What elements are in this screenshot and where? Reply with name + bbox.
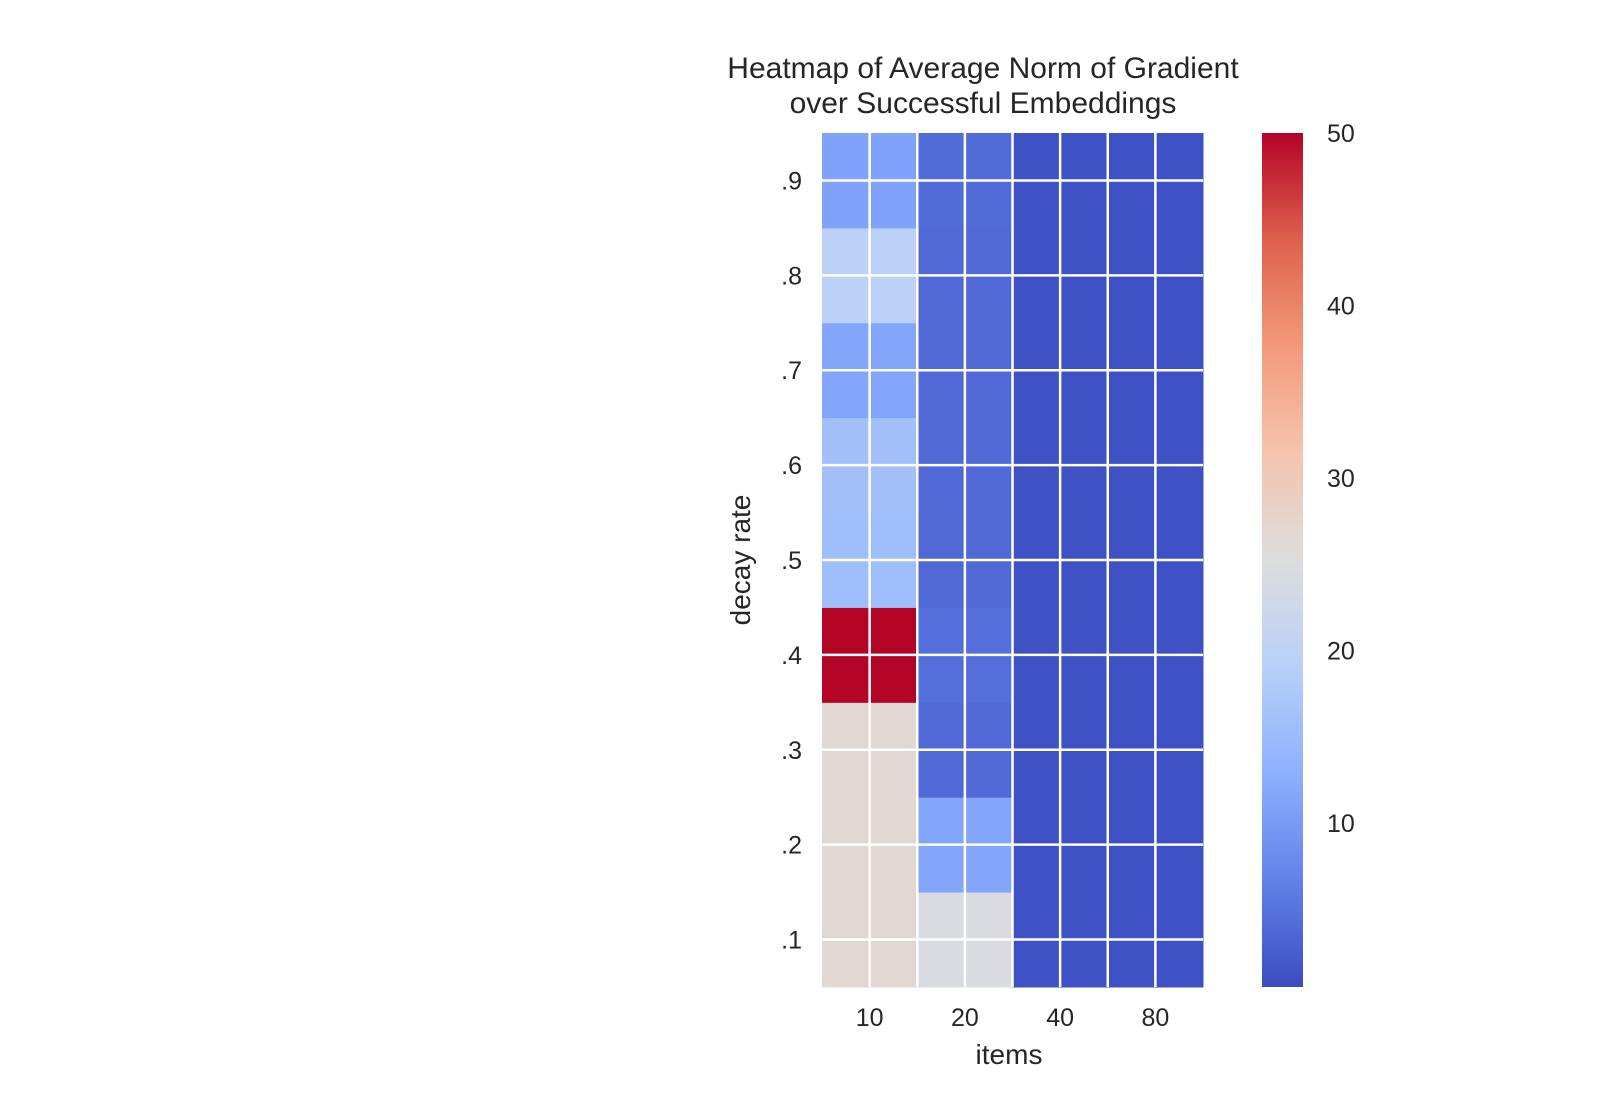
colorbar: [1262, 133, 1303, 987]
y-axis-ticks: .1 .2 .3 .4 .5 .6 .7 .8 .9: [781, 167, 802, 954]
y-tick-label: .7: [781, 357, 802, 385]
y-tick-label: .2: [781, 832, 802, 860]
heatmap-gridlines: [822, 133, 1203, 987]
colorbar-tick-label: 50: [1327, 120, 1355, 148]
colorbar-tick-label: 20: [1327, 638, 1355, 666]
y-tick-label: .3: [781, 737, 802, 765]
y-tick-label: .5: [781, 547, 802, 575]
x-tick-label: 20: [951, 1004, 979, 1032]
chart-title: Heatmap of Average Norm of Gradient over…: [727, 52, 1239, 120]
colorbar-tick-label: 10: [1327, 810, 1355, 838]
y-axis-label: decay rate: [725, 495, 756, 626]
colorbar-tick-label: 30: [1327, 465, 1355, 493]
chart-title-line-2: over Successful Embeddings: [790, 87, 1177, 120]
y-tick-label: .4: [781, 642, 802, 670]
x-axis-label: items: [976, 1039, 1043, 1070]
x-axis-ticks: 10 20 40 80: [856, 1004, 1170, 1032]
y-tick-label: .1: [781, 927, 802, 955]
chart-title-line-1: Heatmap of Average Norm of Gradient: [727, 52, 1239, 85]
x-tick-label: 10: [856, 1004, 884, 1032]
x-tick-label: 40: [1046, 1004, 1074, 1032]
y-tick-label: .6: [781, 452, 802, 480]
y-tick-label: .9: [781, 167, 802, 195]
colorbar-ticks: 10 20 30 40 50: [1327, 120, 1355, 838]
x-tick-label: 80: [1141, 1004, 1169, 1032]
colorbar-tick-label: 40: [1327, 293, 1355, 321]
y-tick-label: .8: [781, 262, 802, 290]
